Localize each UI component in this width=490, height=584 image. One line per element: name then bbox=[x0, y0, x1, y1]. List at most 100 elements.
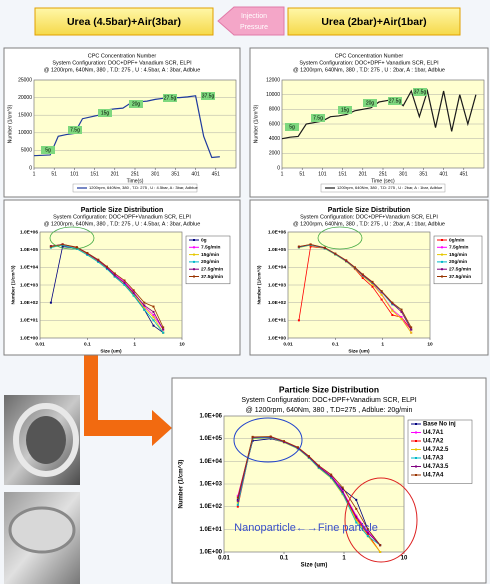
legend-marker bbox=[415, 466, 417, 468]
legend-marker bbox=[441, 261, 443, 263]
arrow-text: Injection bbox=[241, 13, 267, 20]
data-marker bbox=[310, 243, 312, 245]
legend-marker bbox=[415, 449, 417, 451]
y-tick-label: 1.0E+01 bbox=[268, 318, 286, 324]
chart-title: CPC Concentration Number bbox=[88, 53, 157, 59]
chart-title: Particle Size Distribution bbox=[81, 207, 163, 214]
chart-subtitle: System Configuration: DOC+DPF+ Vanadium … bbox=[52, 60, 192, 66]
y-axis-label: Number (1/cm^3) bbox=[10, 265, 16, 304]
annotation: 5g bbox=[289, 124, 295, 130]
x-axis-label: Time (sec) bbox=[371, 178, 395, 184]
chart-subtitle: @ 1200rpm, 640Nm, 380 , T.D: 275 , U : 2… bbox=[293, 221, 445, 227]
legend-label: 20g/min bbox=[449, 259, 467, 265]
x-tick-label: 0.01 bbox=[218, 556, 230, 562]
chart-subtitle: @ 1200rpm, 640Nm, 380 , T.D: 275 , U : 2… bbox=[293, 67, 445, 73]
chart-subtitle: System Configuration: DOC+DPF+Vanadium S… bbox=[241, 397, 416, 404]
annotation: 5g bbox=[45, 147, 51, 153]
legend-label: U4.7A2.5 bbox=[423, 447, 449, 453]
y-tick-label: 15000 bbox=[18, 113, 32, 119]
data-marker bbox=[298, 246, 300, 248]
data-marker bbox=[354, 266, 356, 268]
header-right: Urea (2bar)+Air(1bar) bbox=[321, 16, 426, 28]
x-axis-label: Time(s) bbox=[127, 178, 144, 184]
chart-subtitle: @ 1200rpm, 640Nm, 380 , T.D=275 , Adblue… bbox=[246, 407, 413, 414]
data-marker bbox=[143, 302, 145, 304]
data-marker bbox=[355, 499, 357, 501]
y-tick-label: 1.0E+03 bbox=[199, 482, 222, 488]
data-marker bbox=[334, 253, 336, 255]
arrow-text: Pressure bbox=[240, 24, 268, 31]
data-marker bbox=[97, 259, 99, 261]
annotation: 37.5g bbox=[202, 93, 215, 99]
y-axis-label: Number (1/cm^3) bbox=[179, 460, 185, 509]
y-tick-label: 1.0E+04 bbox=[199, 459, 222, 465]
data-marker bbox=[283, 440, 285, 442]
x-tick-label: 0.1 bbox=[280, 556, 289, 562]
x-axis-label: Size (um) bbox=[100, 348, 122, 354]
data-marker bbox=[391, 310, 393, 312]
x-tick-label: 101 bbox=[70, 171, 79, 177]
x-tick-label: 451 bbox=[460, 171, 469, 177]
data-marker bbox=[50, 246, 52, 248]
data-marker bbox=[153, 314, 155, 316]
y-tick-label: 6000 bbox=[269, 121, 280, 127]
photo-detail bbox=[10, 508, 74, 552]
y-tick-label: 10000 bbox=[18, 130, 32, 136]
x-tick-label: 201 bbox=[111, 171, 120, 177]
annotation: 37.5g bbox=[414, 89, 427, 95]
x-tick-label: 351 bbox=[419, 171, 428, 177]
legend-marker bbox=[193, 261, 195, 263]
x-tick-label: 1 bbox=[33, 171, 36, 177]
chart-subtitle: @ 1200rpm, 640Nm, 380 , T.D: 275 , U : 4… bbox=[44, 67, 201, 73]
data-marker bbox=[153, 316, 155, 318]
legend-marker bbox=[193, 268, 195, 270]
x-tick-label: 51 bbox=[51, 171, 57, 177]
y-tick-label: 1.0E+04 bbox=[20, 265, 38, 271]
y-tick-label: 1.0E+04 bbox=[268, 265, 286, 271]
y-tick-label: 1.0E+00 bbox=[268, 335, 286, 341]
y-tick-label: 1.0E+05 bbox=[199, 436, 222, 442]
x-tick-label: 251 bbox=[131, 171, 140, 177]
data-marker bbox=[114, 272, 116, 274]
data-marker bbox=[379, 544, 381, 546]
y-tick-label: 1.0E+01 bbox=[20, 318, 38, 324]
data-marker bbox=[106, 266, 108, 268]
data-marker bbox=[401, 309, 403, 311]
y-tick-label: 20000 bbox=[18, 95, 32, 101]
data-marker bbox=[162, 332, 164, 334]
legend-marker bbox=[415, 474, 417, 476]
x-tick-label: 0.1 bbox=[84, 341, 91, 347]
y-tick-label: 10000 bbox=[266, 92, 280, 98]
legend-label: 7.5g/min bbox=[201, 245, 221, 251]
x-tick-label: 1 bbox=[281, 171, 284, 177]
data-marker bbox=[355, 516, 357, 518]
chart-title: Particle Size Distribution bbox=[328, 207, 410, 214]
x-tick-label: 101 bbox=[318, 171, 327, 177]
data-marker bbox=[133, 289, 135, 291]
x-axis-label: Size (um) bbox=[301, 563, 328, 569]
chart-subtitle: System Configuration: DOC+DPF+ Vanadium … bbox=[299, 60, 439, 66]
data-marker bbox=[124, 279, 126, 281]
legend-label: U4.7A2 bbox=[423, 439, 444, 445]
chart-subtitle: @ 1200rpm, 640Nm, 380 , T.D: 275 , U : 4… bbox=[44, 221, 201, 227]
annotation: Nanoparticle←→Fine particle bbox=[234, 522, 378, 534]
data-marker bbox=[342, 491, 344, 493]
data-marker bbox=[153, 306, 155, 308]
y-tick-label: 1.0E+05 bbox=[268, 247, 286, 253]
legend-label: 1200rpm, 640Nm, 380 , T.D: 275 , U : 4.5… bbox=[89, 185, 198, 190]
legend-label: U4.7A4 bbox=[423, 473, 444, 479]
annotation: 7.5g bbox=[70, 127, 80, 133]
x-tick-label: 301 bbox=[151, 171, 160, 177]
legend-marker bbox=[441, 276, 443, 278]
page: Urea (4.5bar)+Air(3bar) Injection Pressu… bbox=[0, 0, 490, 584]
data-marker bbox=[114, 274, 116, 276]
annotation: 7.5g bbox=[313, 115, 323, 121]
y-tick-label: 1.0E+05 bbox=[20, 247, 38, 253]
legend-label: 20g/min bbox=[201, 259, 219, 265]
legend-marker bbox=[193, 239, 195, 241]
x-axis-label: Size (um) bbox=[348, 348, 370, 354]
legend-label: 7.5g/min bbox=[449, 245, 469, 251]
legend-marker bbox=[415, 423, 417, 425]
legend-marker bbox=[193, 254, 195, 256]
header-left: Urea (4.5bar)+Air(3bar) bbox=[67, 16, 181, 28]
